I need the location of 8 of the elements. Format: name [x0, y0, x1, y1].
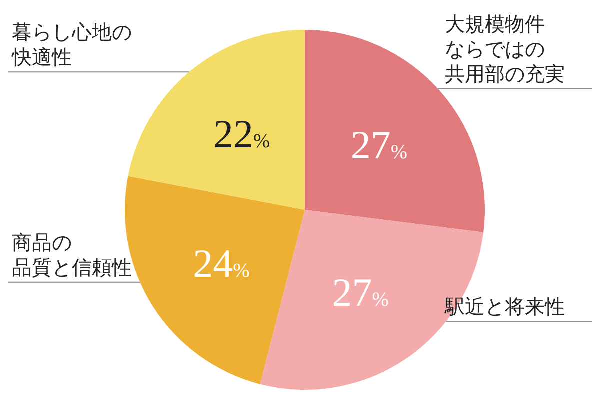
data-label: 27%: [350, 122, 408, 168]
slice-label: 暮らし心地の快適性: [11, 22, 132, 70]
data-label: 27%: [332, 270, 389, 315]
slice-label: 商品の品質と信頼性: [12, 232, 132, 280]
data-label: 24%: [193, 241, 250, 286]
slice-label: 大規模物件ならではの共用部の充実: [445, 14, 565, 86]
data-label: 22%: [214, 112, 270, 157]
slice-label: 駅近と将来性: [444, 296, 565, 319]
